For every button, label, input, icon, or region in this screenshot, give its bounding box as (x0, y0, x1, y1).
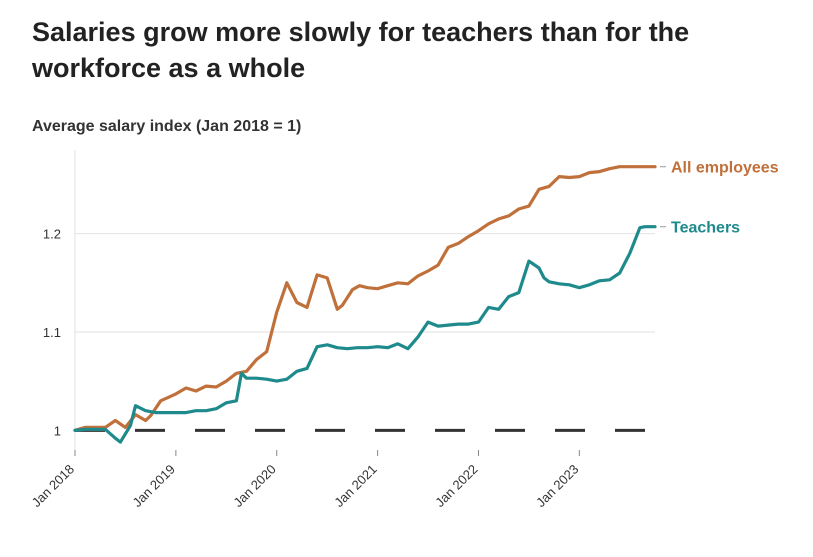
series-label-all-employees: All employees (671, 160, 779, 177)
series-line-all-employees (73, 165, 657, 432)
x-tick-label: Jan 2021 (331, 462, 379, 510)
x-tick-label: Jan 2018 (29, 462, 77, 510)
y-tick-label: 1.1 (43, 325, 61, 340)
x-tick-label: Jan 2023 (533, 462, 581, 510)
chart-title: Salaries grow more slowly for teachers t… (32, 17, 690, 83)
x-tick-label: Jan 2022 (432, 462, 480, 510)
y-axis-label: Average salary index (Jan 2018 = 1) (32, 118, 302, 135)
y-tick-label: 1.2 (43, 227, 61, 242)
x-tick-label: Jan 2019 (130, 462, 178, 510)
series-label-teachers: Teachers (671, 220, 740, 237)
y-tick-label: 1 (54, 423, 61, 438)
x-tick-label: Jan 2020 (230, 462, 278, 510)
series-line-teachers (73, 225, 657, 444)
